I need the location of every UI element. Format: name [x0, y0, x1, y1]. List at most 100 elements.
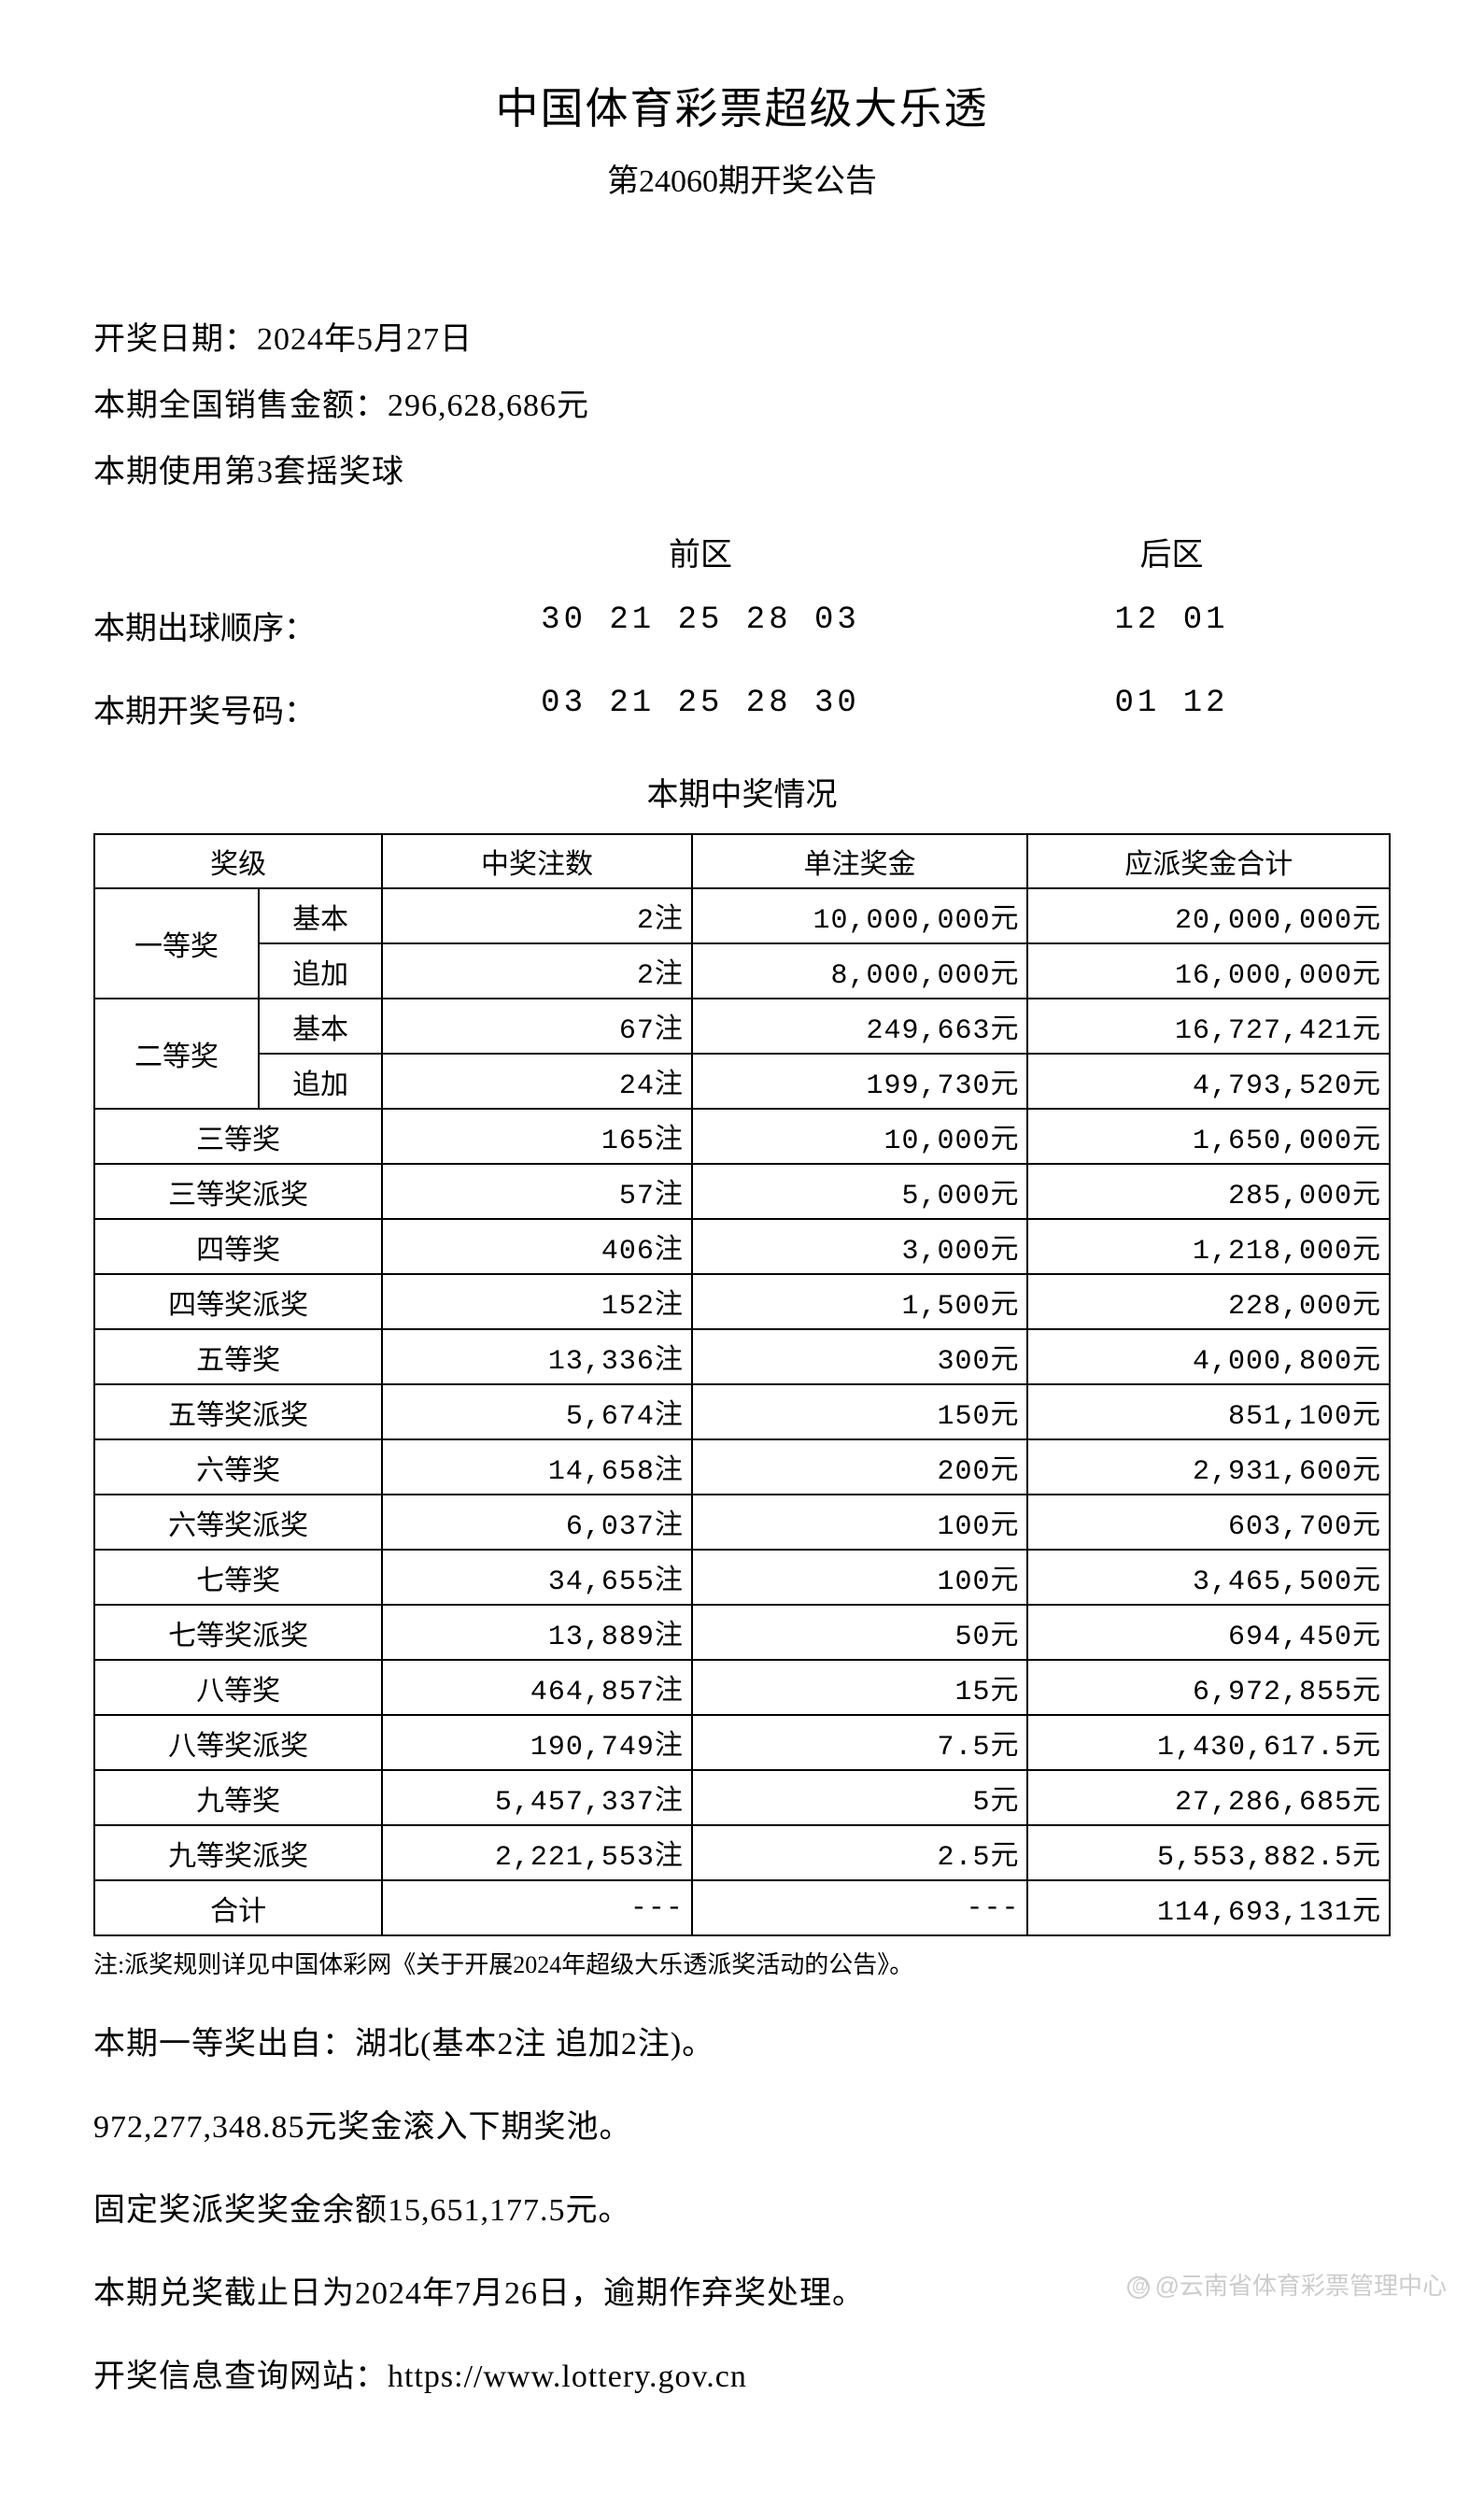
- cell-count: 67注: [382, 999, 692, 1054]
- table-row: 三等奖 165注 10,000元 1,650,000元: [94, 1109, 1390, 1164]
- cell-total: 16,000,000元: [1027, 943, 1390, 999]
- cell-total: 27,286,685元: [1027, 1770, 1390, 1825]
- table-row: 三等奖派奖 57注 5,000元 285,000元: [94, 1164, 1390, 1219]
- table-row: 四等奖派奖 152注 1,500元 228,000元: [94, 1274, 1390, 1329]
- cell-total: 603,700元: [1027, 1495, 1390, 1550]
- table-header-row: 奖级 中奖注数 单注奖金 应派奖金合计: [94, 834, 1390, 888]
- cell-count: 5,674注: [382, 1384, 692, 1439]
- cell-per: 199,730元: [692, 1054, 1028, 1109]
- cell-count: ---: [382, 1880, 692, 1935]
- cell-level: 五等奖派奖: [94, 1384, 382, 1439]
- col-count: 中奖注数: [382, 834, 692, 888]
- rollover-amount: 972,277,348.85元奖金滚入下期奖池。: [93, 2101, 1391, 2147]
- cell-count: 2注: [382, 888, 692, 943]
- table-row: 五等奖 13,336注 300元 4,000,800元: [94, 1329, 1390, 1384]
- cell-sub: 追加: [259, 943, 382, 999]
- website-url: https://www.lottery.gov.cn: [388, 2359, 747, 2394]
- draw-date-label: 开奖日期：: [93, 322, 257, 357]
- cell-per: 300元: [692, 1329, 1028, 1384]
- cell-level: 七等奖: [94, 1550, 382, 1605]
- cell-total: 1,430,617.5元: [1027, 1715, 1390, 1770]
- cell-count: 406注: [382, 1219, 692, 1274]
- ball-set-line: 本期使用第3套摇奖球: [93, 446, 1391, 491]
- cell-per: 8,000,000元: [692, 943, 1028, 999]
- cell-total: 5,553,882.5元: [1027, 1825, 1390, 1880]
- cell-level: 四等奖: [94, 1219, 382, 1274]
- cell-count: 152注: [382, 1274, 692, 1329]
- cell-count: 165注: [382, 1109, 692, 1164]
- cell-level: 一等奖: [94, 888, 259, 999]
- cell-level: 四等奖派奖: [94, 1274, 382, 1329]
- draw-order-back: 12 01: [953, 602, 1391, 648]
- cell-per: 50元: [692, 1605, 1028, 1660]
- cell-per: 10,000,000元: [692, 888, 1028, 943]
- table-row: 八等奖 464,857注 15元 6,972,855元: [94, 1660, 1390, 1715]
- cell-level: 七等奖派奖: [94, 1605, 382, 1660]
- fixed-prize-balance: 固定奖派奖奖金余额15,651,177.5元。: [93, 2184, 1391, 2230]
- cell-level: 合计: [94, 1880, 382, 1935]
- prize-table: 奖级 中奖注数 单注奖金 应派奖金合计 一等奖 基本 2注 10,000,000…: [93, 833, 1391, 1936]
- table-row: 二等奖 基本 67注 249,663元 16,727,421元: [94, 999, 1390, 1054]
- draw-order-label: 本期出球顺序：: [93, 602, 448, 648]
- cell-level: 三等奖: [94, 1109, 382, 1164]
- cell-total: 228,000元: [1027, 1274, 1390, 1329]
- winner-origin: 本期一等奖出自：湖北(基本2注 追加2注)。: [93, 2018, 1391, 2063]
- cell-count: 57注: [382, 1164, 692, 1219]
- col-level: 奖级: [94, 834, 382, 888]
- cell-total: 4,793,520元: [1027, 1054, 1390, 1109]
- table-row: 六等奖 14,658注 200元 2,931,600元: [94, 1439, 1390, 1495]
- watermark-icon: [1127, 2276, 1150, 2299]
- numbers-section: 前区 后区 本期出球顺序： 30 21 25 28 03 12 01 本期开奖号…: [93, 529, 1391, 731]
- cell-total: 1,650,000元: [1027, 1109, 1390, 1164]
- cell-per: 5,000元: [692, 1164, 1028, 1219]
- cell-per: 10,000元: [692, 1109, 1028, 1164]
- table-title: 本期中奖情况: [93, 769, 1391, 815]
- cell-total: 851,100元: [1027, 1384, 1390, 1439]
- winning-numbers-label: 本期开奖号码：: [93, 686, 448, 731]
- draw-date-line: 开奖日期：2024年5月27日: [93, 313, 1391, 359]
- cell-total: 114,693,131元: [1027, 1880, 1390, 1935]
- cell-count: 5,457,337注: [382, 1770, 692, 1825]
- cell-level: 三等奖派奖: [94, 1164, 382, 1219]
- draw-order-front: 30 21 25 28 03: [448, 602, 953, 648]
- table-row: 追加 24注 199,730元 4,793,520元: [94, 1054, 1390, 1109]
- cell-per: 7.5元: [692, 1715, 1028, 1770]
- cell-count: 190,749注: [382, 1715, 692, 1770]
- cell-per: 1,500元: [692, 1274, 1028, 1329]
- table-row: 九等奖派奖 2,221,553注 2.5元 5,553,882.5元: [94, 1825, 1390, 1880]
- cell-per: 3,000元: [692, 1219, 1028, 1274]
- sales-line: 本期全国销售金额：296,628,686元: [93, 379, 1391, 425]
- cell-per: ---: [692, 1880, 1028, 1935]
- cell-count: 24注: [382, 1054, 692, 1109]
- cell-per: 150元: [692, 1384, 1028, 1439]
- cell-count: 464,857注: [382, 1660, 692, 1715]
- cell-total: 285,000元: [1027, 1164, 1390, 1219]
- cell-count: 2,221,553注: [382, 1825, 692, 1880]
- cell-level: 六等奖: [94, 1439, 382, 1495]
- table-row: 追加 2注 8,000,000元 16,000,000元: [94, 943, 1390, 999]
- cell-count: 6,037注: [382, 1495, 692, 1550]
- back-area-label: 后区: [953, 529, 1391, 574]
- cell-total: 4,000,800元: [1027, 1329, 1390, 1384]
- cell-per: 5元: [692, 1770, 1028, 1825]
- document-subtitle: 第24060期开奖公告: [93, 155, 1391, 201]
- sales-value: 296,628,686元: [388, 389, 589, 423]
- document-title: 中国体育彩票超级大乐透: [93, 75, 1391, 136]
- table-row: 九等奖 5,457,337注 5元 27,286,685元: [94, 1770, 1390, 1825]
- sales-label: 本期全国销售金额：: [93, 389, 388, 423]
- table-row: 七等奖 34,655注 100元 3,465,500元: [94, 1550, 1390, 1605]
- table-row: 四等奖 406注 3,000元 1,218,000元: [94, 1219, 1390, 1274]
- cell-level: 六等奖派奖: [94, 1495, 382, 1550]
- cell-per: 200元: [692, 1439, 1028, 1495]
- table-row: 合计 --- --- 114,693,131元: [94, 1880, 1390, 1935]
- cell-per: 249,663元: [692, 999, 1028, 1054]
- cell-total: 694,450元: [1027, 1605, 1390, 1660]
- cell-level: 八等奖派奖: [94, 1715, 382, 1770]
- winning-numbers-front: 03 21 25 28 30: [448, 686, 953, 731]
- cell-sub: 基本: [259, 999, 382, 1054]
- cell-level: 二等奖: [94, 999, 259, 1109]
- cell-level: 九等奖派奖: [94, 1825, 382, 1880]
- watermark-text: @云南省体育彩票管理中心: [1155, 2272, 1447, 2300]
- cell-count: 34,655注: [382, 1550, 692, 1605]
- cell-total: 6,972,855元: [1027, 1660, 1390, 1715]
